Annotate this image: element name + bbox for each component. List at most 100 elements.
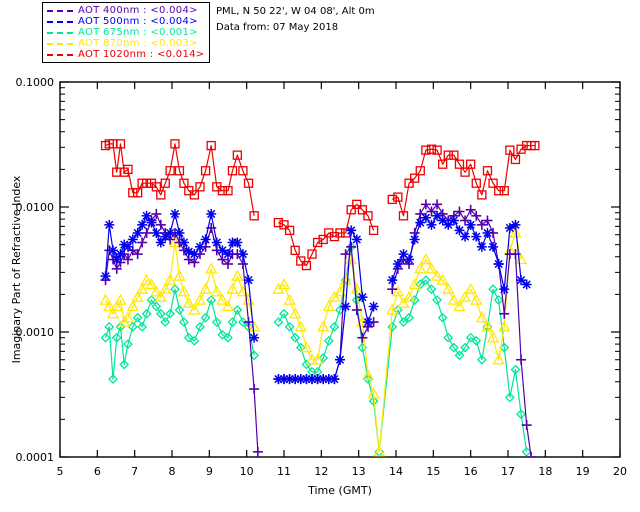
marker-ast-4 <box>250 333 259 342</box>
marker-square-shape <box>454 159 465 169</box>
marker-diamond-shape <box>432 295 442 306</box>
marker-asterisk <box>155 237 166 248</box>
marker-diamond <box>465 332 476 343</box>
marker-square-shape <box>404 178 414 188</box>
legend-label-870nm: AOT 870nm : <0.003> <box>78 38 198 49</box>
marker-diamond-shape <box>238 317 248 328</box>
marker-triangle-shape <box>442 282 455 294</box>
marker-ast-4 <box>101 271 110 281</box>
marker-triangle <box>408 278 421 290</box>
marker-diamond-shape <box>510 364 521 375</box>
x-tick-label-20: 20 <box>613 465 627 478</box>
marker-ast-4 <box>120 240 129 249</box>
marker-diamond <box>123 339 133 350</box>
marker-triangle-shape <box>277 278 291 290</box>
marker-asterisk <box>493 258 504 269</box>
marker-ast-4 <box>483 228 492 238</box>
marker-ast-4 <box>161 232 170 241</box>
marker-diamond-shape <box>151 301 162 312</box>
marker-triangle <box>159 282 172 294</box>
series-line <box>391 203 532 457</box>
marker-triangle <box>481 320 494 332</box>
marker-asterisk <box>426 219 437 230</box>
marker-square-shape <box>398 211 409 221</box>
marker-triangle-shape <box>470 293 483 305</box>
marker-triangle-shape <box>481 320 494 332</box>
marker-triangle-shape <box>145 278 158 290</box>
marker-plus <box>521 420 532 431</box>
marker-square <box>426 144 437 154</box>
marker-triangle <box>464 282 477 294</box>
marker-square-shape <box>482 166 493 176</box>
marker-diamond <box>329 321 340 332</box>
marker-square-shape <box>530 140 540 151</box>
marker-triangle <box>322 300 335 312</box>
marker-diamond <box>183 332 194 343</box>
marker-diamond-shape <box>132 312 143 323</box>
marker-triangle <box>397 296 410 308</box>
marker-triangle <box>106 307 120 319</box>
marker-square-shape <box>160 178 170 188</box>
marker-plus <box>351 304 362 315</box>
marker-plus <box>420 199 431 210</box>
marker-ast-4 <box>488 242 498 251</box>
marker-triangle-shape <box>464 282 477 294</box>
marker-triangle-shape <box>126 300 139 312</box>
marker-ast-4 <box>142 211 151 220</box>
marker-ast-4 <box>455 226 464 235</box>
marker-diamond <box>437 312 448 323</box>
marker-diamond <box>217 329 228 340</box>
marker-diamond-shape <box>155 308 166 319</box>
marker-plus <box>476 219 487 230</box>
marker-plus <box>516 354 527 365</box>
marker-triangle-shape <box>226 282 239 294</box>
marker-asterisk <box>141 210 152 221</box>
series-line <box>278 203 375 267</box>
marker-triangle-shape <box>350 282 363 294</box>
marker-ast-4 <box>438 216 447 225</box>
marker-diamond-shape <box>460 342 470 353</box>
marker-triangle-shape <box>131 290 144 302</box>
marker-square <box>174 166 185 176</box>
marker-diamond-shape <box>465 332 476 343</box>
marker-square-shape <box>273 217 284 228</box>
marker-diamond <box>398 317 409 328</box>
marker-triangle <box>289 307 302 319</box>
marker-diamond <box>387 321 398 332</box>
marker-ast-4 <box>460 232 470 241</box>
marker-asterisk <box>146 217 157 228</box>
marker-triangle <box>447 293 460 305</box>
y-tick-label-0.0100: 0.0100 <box>16 201 55 214</box>
marker-diamond-shape <box>448 342 459 353</box>
marker-triangle <box>470 293 483 305</box>
marker-triangle-shape <box>328 290 341 302</box>
marker-triangle-shape <box>164 273 177 285</box>
marker-asterisk <box>195 241 205 252</box>
marker-diamond-shape <box>227 317 238 328</box>
marker-triangle <box>458 290 472 302</box>
marker-square <box>449 150 459 160</box>
marker-diamond <box>443 332 454 343</box>
marker-ast-4 <box>330 374 339 384</box>
marker-asterisk <box>351 234 362 245</box>
marker-triangle-shape <box>99 293 112 305</box>
marker-square-shape <box>393 192 403 202</box>
marker-diamond <box>323 335 334 346</box>
marker-ast-4 <box>133 228 142 238</box>
marker-triangle <box>177 285 191 297</box>
marker-asterisk <box>200 234 211 245</box>
marker-square <box>482 166 493 176</box>
marker-asterisk <box>115 249 126 260</box>
marker-diamond-shape <box>108 374 118 385</box>
marker-ast-4 <box>494 259 503 269</box>
marker-ast-4 <box>166 228 175 238</box>
marker-asterisk <box>151 227 162 238</box>
marker-ast-4 <box>108 246 118 255</box>
marker-square-shape <box>449 150 459 160</box>
marker-triangle-shape <box>367 387 380 399</box>
marker-diamond-shape <box>189 335 200 346</box>
marker-asterisk <box>127 234 138 245</box>
marker-triangle <box>221 300 235 312</box>
marker-triangle <box>114 293 127 305</box>
